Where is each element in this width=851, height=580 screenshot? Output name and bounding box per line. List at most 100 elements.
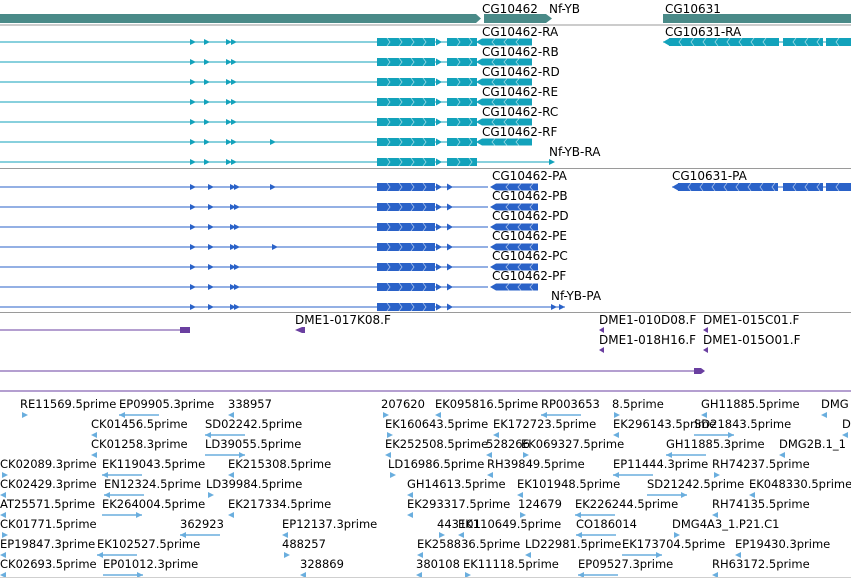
exon-arrow[interactable] [190,284,196,290]
exon-arrow[interactable] [436,263,442,271]
protein-label-cg10462-pa[interactable]: CG10462-PA [492,169,567,183]
est-feature[interactable] [749,492,755,498]
exon-arrow[interactable] [234,244,240,250]
exon-block[interactable] [496,263,538,271]
est-label[interactable]: CK01258.3prime [91,437,188,451]
est-label[interactable]: CK01456.5prime [91,417,188,431]
exon-block[interactable] [377,283,435,291]
exon-block[interactable] [783,38,823,46]
est-label[interactable]: EK102527.5prime [97,537,201,551]
exon-arrow[interactable] [663,38,669,46]
exon-block[interactable] [447,158,477,166]
est-label[interactable]: EP12137.3prime [282,517,378,531]
est-label[interactable]: EK215308.5prime [228,457,332,471]
exon-arrow[interactable] [204,59,210,65]
est-label[interactable]: RH39849.5prime [487,457,585,471]
est-feature[interactable] [779,452,785,458]
clone-label-dme1-010d08-f[interactable]: DME1-010D08.F [599,313,697,327]
exon-block[interactable] [482,58,532,66]
est-label[interactable]: LD22981.5prime [525,537,622,551]
est-feature[interactable] [714,472,720,478]
est-feature[interactable] [2,472,8,478]
est-feature[interactable] [613,432,619,438]
est-feature[interactable] [0,572,6,578]
exon-block[interactable] [447,38,477,46]
est-feature[interactable] [575,512,581,518]
est-feature[interactable] [407,512,413,518]
exon-arrow[interactable] [230,304,236,310]
est-label[interactable]: EK258836.5prime [417,537,521,551]
exon-arrow[interactable] [436,203,442,211]
est-label[interactable]: EK252508.5prime [385,437,489,451]
est-label[interactable]: EK296143.5prime [613,417,717,431]
exon-block[interactable] [496,183,538,191]
est-label[interactable]: EK101948.5prime [517,477,621,491]
exon-arrow[interactable] [234,184,240,190]
exon-arrow[interactable] [476,118,482,126]
exon-block[interactable] [377,118,435,126]
est-feature[interactable] [821,412,827,418]
est-label[interactable]: EP11444.3prime [613,457,709,471]
exon-arrow[interactable] [234,224,240,230]
exon-arrow[interactable] [436,158,442,166]
est-label[interactable]: EP01012.3prime [103,557,199,571]
clone-end-marker[interactable] [180,327,190,333]
est-label[interactable]: RP003653 [541,397,600,411]
exon-arrow[interactable] [190,79,196,85]
exon-block[interactable] [377,38,435,46]
exon-arrow[interactable] [226,79,232,85]
exon-block[interactable] [447,98,477,106]
exon-block[interactable] [377,58,435,66]
est-label[interactable]: EK119043.5prime [102,457,206,471]
est-feature[interactable] [701,412,707,418]
exon-arrow[interactable] [204,39,210,45]
exon-arrow[interactable] [447,263,453,271]
exon-block[interactable] [496,243,538,251]
exon-arrow[interactable] [190,119,196,125]
exon-arrow[interactable] [447,243,453,251]
exon-arrow[interactable] [436,98,442,106]
est-feature[interactable] [0,552,6,558]
exon-arrow[interactable] [272,244,278,250]
est-label[interactable]: 328869 [300,557,344,571]
est-label[interactable]: 380108 [416,557,460,571]
est-feature[interactable] [228,472,234,478]
exon-arrow[interactable] [208,184,214,190]
clone-label-dme1-018h16-f[interactable]: DME1-018H16.F [599,333,697,347]
exon-arrow[interactable] [208,224,214,230]
est-feature[interactable] [136,512,142,518]
exon-block[interactable] [377,183,435,191]
exon-block[interactable] [678,183,778,191]
est-label[interactable]: RH74237.5prime [712,457,810,471]
exon-arrow[interactable] [230,224,236,230]
est-feature[interactable] [520,512,526,518]
est-label[interactable]: EK110649.5prime [458,517,562,531]
gene-label-cg10462[interactable]: CG10462 [482,2,538,16]
protein-label-cg10462-pd[interactable]: CG10462-PD [492,209,569,223]
est-feature[interactable] [2,532,8,538]
est-feature[interactable] [22,412,28,418]
est-feature[interactable] [439,532,445,538]
transcript-label-cg10462-rb[interactable]: CG10462-RB [482,45,559,59]
est-feature[interactable] [228,412,234,418]
est-label[interactable]: 528266 [486,437,530,451]
exon-block[interactable] [377,223,435,231]
exon-arrow[interactable] [230,204,236,210]
est-label[interactable]: DMG [821,397,849,411]
est-feature[interactable] [407,492,413,498]
exon-block[interactable] [496,283,538,291]
est-label[interactable]: 488257 [282,537,326,551]
transcript-label-cg10631-ra[interactable]: CG10631-RA [665,25,742,39]
est-label[interactable]: 362923 [180,517,224,531]
est-feature[interactable] [205,432,211,438]
transcript-label-cg10462-ra[interactable]: CG10462-RA [482,25,559,39]
est-feature[interactable] [385,452,391,458]
exon-arrow[interactable] [190,304,196,310]
est-label[interactable]: DMG2B.1_1 [779,437,846,451]
exon-arrow[interactable] [436,38,442,46]
exon-arrow[interactable] [231,119,237,125]
exon-block[interactable] [377,138,435,146]
est-label[interactable]: CO186014 [576,517,637,531]
est-label[interactable]: LD16986.5prime [388,457,485,471]
exon-arrow[interactable] [204,139,210,145]
